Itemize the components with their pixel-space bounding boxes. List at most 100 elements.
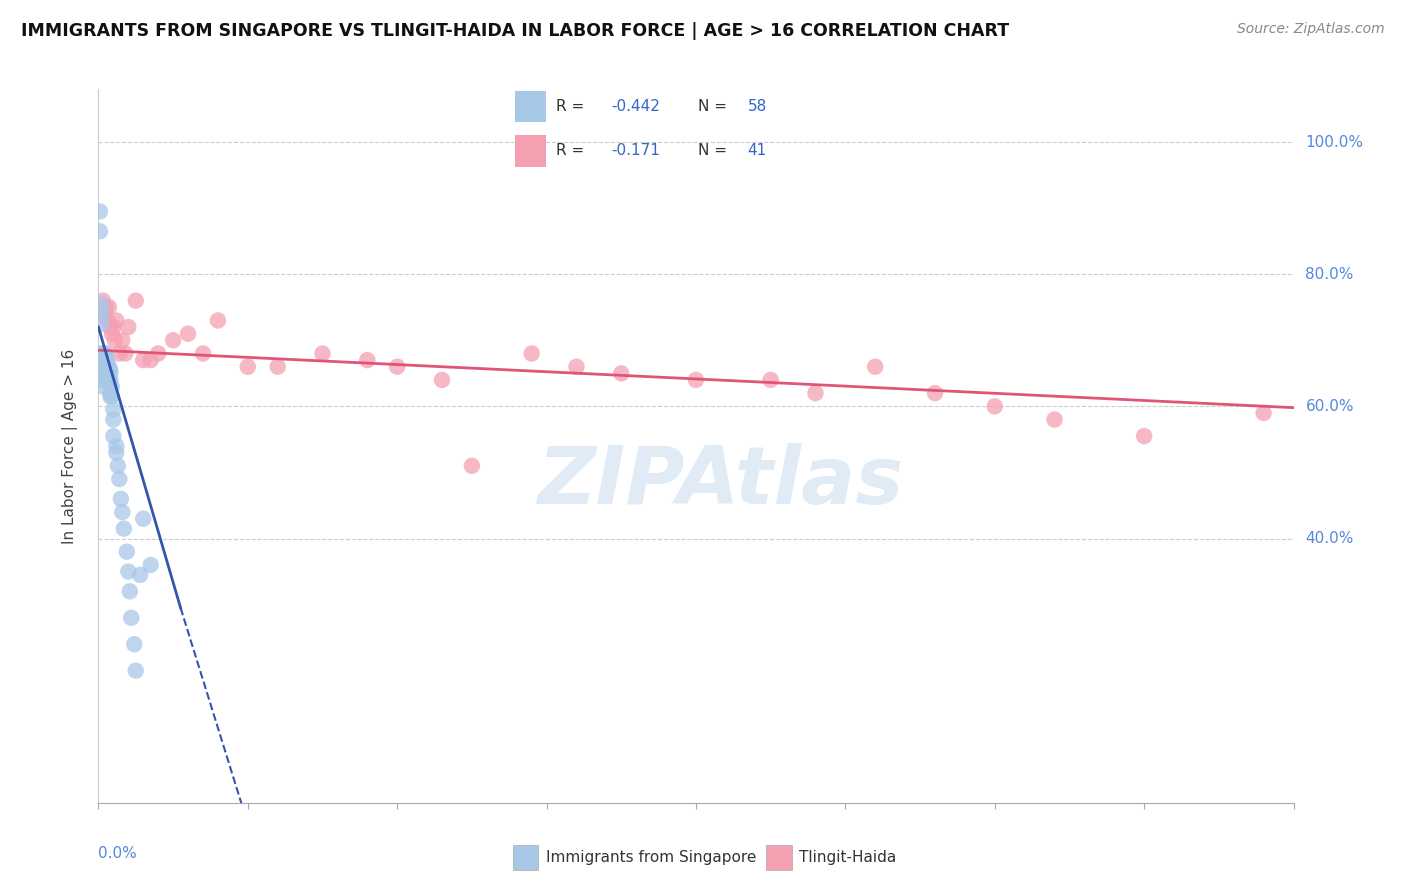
Point (139, 558, 162, 572)
Point (103, 412, 125, 426)
Text: Source: ZipAtlas.com: Source: ZipAtlas.com (1237, 22, 1385, 37)
Point (105, 439, 128, 453)
Point (115, 545, 138, 559)
Point (90, 297, 112, 311)
Point (94, 350, 117, 364)
Text: 60.0%: 60.0% (1305, 399, 1354, 414)
Point (759, 373, 782, 387)
Point (93, 373, 115, 387)
Point (610, 367, 633, 381)
Point (139, 353, 162, 368)
Text: -0.171: -0.171 (612, 144, 661, 159)
Point (98, 367, 122, 381)
Point (983, 400, 1005, 414)
Point (93, 307, 115, 321)
Point (97, 359, 120, 374)
Point (91, 359, 114, 374)
Point (804, 386, 827, 401)
Point (111, 505, 134, 519)
Text: 100.0%: 100.0% (1305, 135, 1364, 150)
Point (89, 204, 111, 219)
Point (98, 320, 122, 334)
Text: N =: N = (697, 99, 731, 114)
Point (461, 458, 484, 473)
Point (96, 356, 118, 370)
Point (207, 313, 229, 327)
Text: 41: 41 (748, 144, 766, 159)
Point (94, 367, 117, 381)
Point (96, 359, 118, 374)
Point (1253, 406, 1275, 420)
Point (430, 373, 453, 387)
Point (90, 346, 112, 360)
Bar (516, 91, 547, 122)
Point (94, 353, 117, 368)
Point (108, 346, 131, 360)
Point (132, 511, 155, 525)
Point (385, 359, 409, 374)
Point (103, 320, 125, 334)
Point (93, 359, 115, 374)
Point (110, 491, 132, 506)
Point (94, 346, 117, 360)
Point (94, 359, 117, 374)
Point (112, 522, 135, 536)
Point (91, 379, 114, 393)
Point (311, 346, 333, 360)
Point (162, 333, 184, 347)
Bar (516, 136, 547, 167)
Point (98, 373, 122, 387)
Point (94, 300, 117, 314)
Point (91, 373, 114, 387)
Point (236, 359, 259, 374)
Point (91, 346, 114, 360)
Point (132, 353, 155, 368)
Point (520, 346, 543, 360)
Text: Tlingit-Haida: Tlingit-Haida (799, 850, 896, 864)
Point (111, 333, 134, 347)
Point (105, 445, 128, 459)
Point (96, 363, 118, 377)
Point (89, 224, 111, 238)
Point (103, 429, 125, 443)
Point (1133, 429, 1156, 443)
Point (118, 584, 141, 599)
Point (124, 637, 146, 651)
Point (120, 611, 142, 625)
Point (129, 567, 152, 582)
Point (101, 389, 124, 403)
Point (101, 326, 124, 341)
Point (97, 300, 120, 314)
Point (924, 386, 946, 401)
Point (177, 326, 200, 341)
Text: 40.0%: 40.0% (1305, 531, 1354, 546)
Point (191, 346, 214, 360)
Point (97, 373, 120, 387)
Point (103, 402, 125, 417)
Point (117, 565, 139, 579)
Point (148, 346, 170, 360)
Text: 58: 58 (748, 99, 766, 114)
Text: R =: R = (555, 144, 593, 159)
Point (91, 356, 114, 370)
Point (105, 313, 128, 327)
Point (125, 664, 148, 678)
Text: Immigrants from Singapore: Immigrants from Singapore (546, 850, 756, 864)
Point (107, 458, 129, 473)
Point (96, 313, 118, 327)
Point (104, 333, 127, 347)
Point (96, 369, 118, 384)
Point (98, 386, 122, 401)
Point (565, 359, 588, 374)
Point (98, 363, 122, 377)
Point (101, 379, 124, 393)
Point (685, 373, 707, 387)
Point (1043, 412, 1066, 426)
Text: N =: N = (697, 144, 731, 159)
Y-axis label: In Labor Force | Age > 16: In Labor Force | Age > 16 (62, 349, 77, 543)
Point (91, 369, 114, 384)
Point (90, 317, 112, 331)
Point (91, 367, 114, 381)
Point (91, 293, 114, 308)
Point (90, 307, 112, 321)
